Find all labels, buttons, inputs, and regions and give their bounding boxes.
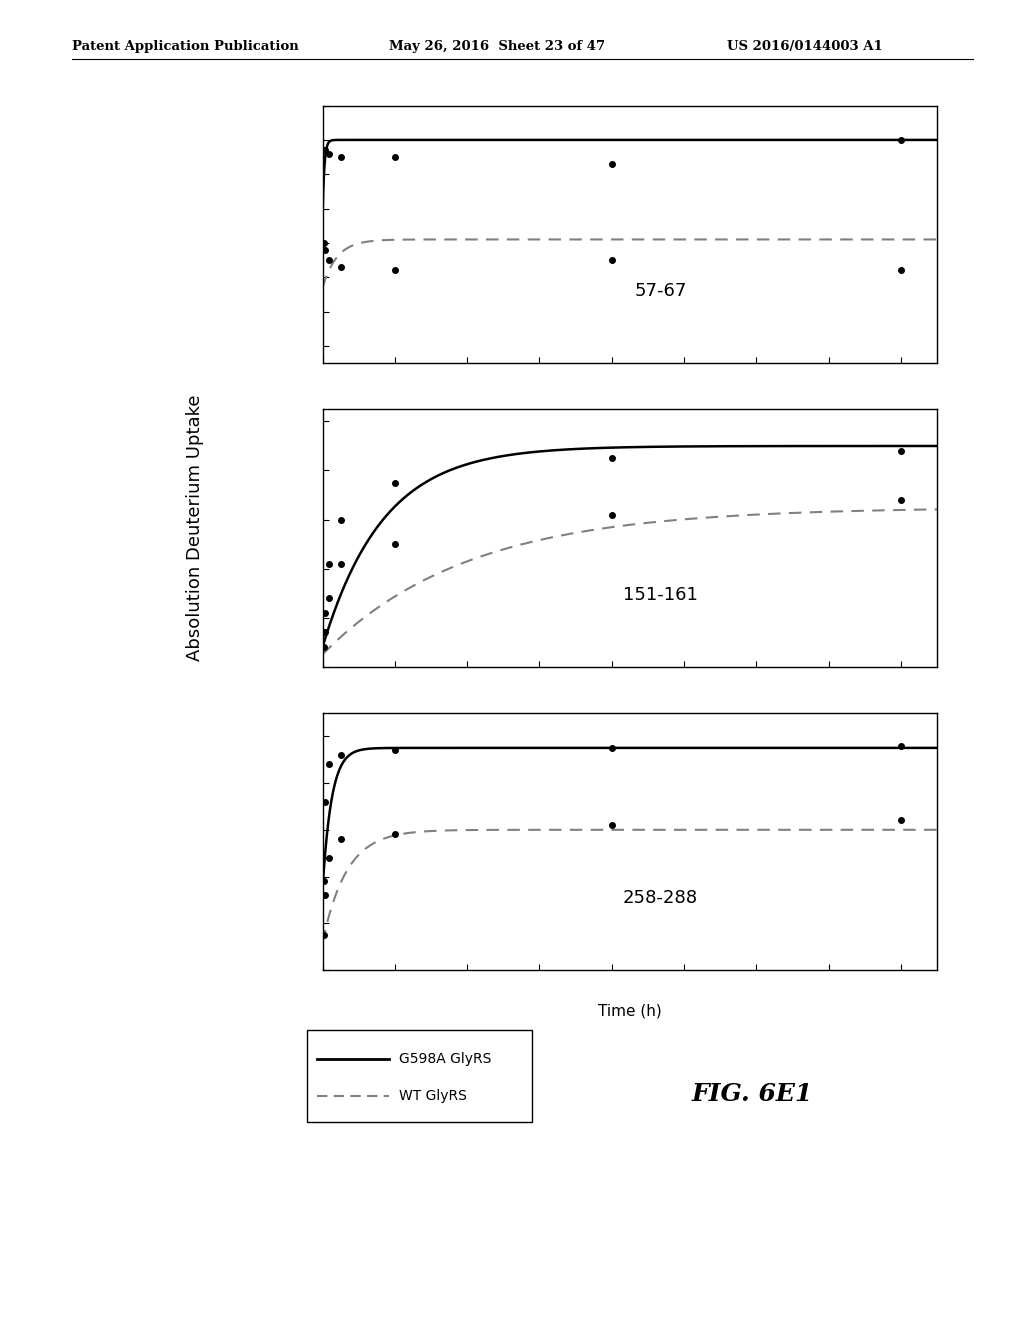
Text: 57-67: 57-67 bbox=[634, 282, 687, 300]
Text: May 26, 2016  Sheet 23 of 47: May 26, 2016 Sheet 23 of 47 bbox=[389, 40, 605, 53]
Text: WT GlyRS: WT GlyRS bbox=[399, 1089, 467, 1104]
Text: 151-161: 151-161 bbox=[623, 586, 698, 603]
Text: 258-288: 258-288 bbox=[623, 890, 698, 907]
Text: Absolution Deuterium Uptake: Absolution Deuterium Uptake bbox=[185, 395, 204, 661]
Text: FIG. 6E1: FIG. 6E1 bbox=[691, 1082, 812, 1106]
Text: US 2016/0144003 A1: US 2016/0144003 A1 bbox=[727, 40, 883, 53]
Text: G598A GlyRS: G598A GlyRS bbox=[399, 1052, 492, 1067]
Text: Time (h): Time (h) bbox=[598, 1003, 662, 1018]
Text: Patent Application Publication: Patent Application Publication bbox=[72, 40, 298, 53]
